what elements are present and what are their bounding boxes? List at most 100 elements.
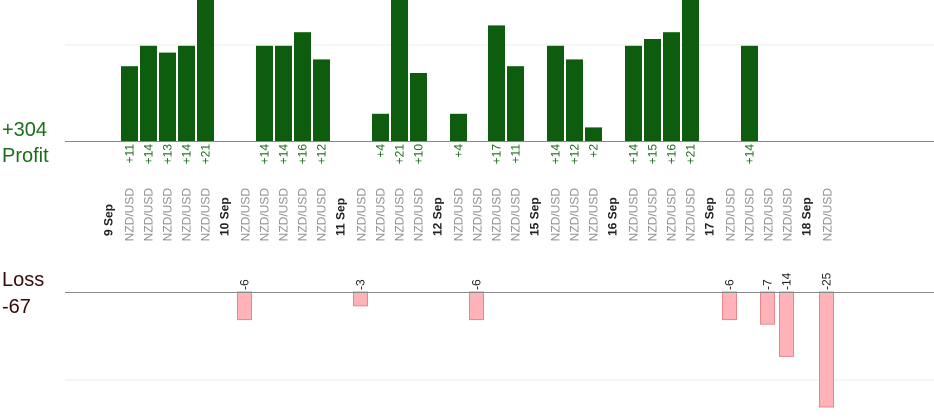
profit-bar — [294, 32, 311, 142]
pair-label: NZD/USD — [296, 188, 310, 242]
profit-bar — [682, 0, 699, 141]
pair-label: NZD/USD — [684, 188, 698, 242]
profit-value-label: +16 — [296, 144, 310, 165]
profit-value-label: +16 — [665, 144, 679, 165]
profit-value-label: +13 — [161, 144, 175, 165]
pair-label: NZD/USD — [239, 188, 253, 242]
date-label: 17 Sep — [703, 197, 717, 236]
loss-label: Loss — [2, 269, 45, 291]
profit-value-label: +14 — [180, 144, 194, 165]
pair-label: NZD/USD — [549, 188, 563, 242]
profit-bar — [159, 52, 176, 141]
date-label: 9 Sep — [102, 204, 116, 236]
pair-label: NZD/USD — [393, 188, 407, 242]
profit-value-label: +4 — [452, 144, 466, 158]
profit-bar — [488, 25, 505, 141]
profit-value-label: +12 — [568, 144, 582, 165]
profit-bar — [566, 59, 583, 141]
profit-bar — [410, 73, 427, 141]
loss-value-label: -3 — [354, 279, 368, 290]
pair-label: NZD/USD — [568, 188, 582, 242]
profit-value-label: +21 — [684, 144, 698, 165]
profit-value-label: +14 — [277, 144, 291, 165]
profit-value-label: +11 — [509, 144, 523, 164]
profit-value-label: +14 — [627, 144, 641, 165]
profit-value-label: +14 — [142, 144, 156, 165]
profit-bar — [625, 45, 642, 141]
profit-bar — [644, 39, 661, 141]
profit-value-label: +15 — [646, 144, 660, 165]
profit-bar — [741, 45, 758, 141]
pair-label: NZD/USD — [199, 188, 213, 242]
profit-bar — [372, 113, 389, 141]
loss-value-label: -14 — [780, 272, 794, 290]
pair-label: NZD/USD — [123, 188, 137, 242]
loss-bar — [469, 291, 484, 321]
pair-label: NZD/USD — [627, 188, 641, 242]
date-label: 15 Sep — [528, 197, 542, 236]
pair-label: NZD/USD — [180, 188, 194, 242]
pair-label: NZD/USD — [277, 188, 291, 242]
pair-label: NZD/USD — [724, 188, 738, 242]
loss-bar — [819, 291, 834, 408]
profit-value-label: +12 — [315, 144, 329, 165]
profit-bar — [391, 0, 408, 141]
profit-bar — [663, 32, 680, 142]
trade-bars — [121, 0, 834, 408]
profit-value-label: +14 — [258, 144, 272, 165]
profit-bar — [450, 113, 467, 141]
pair-label: NZD/USD — [258, 188, 272, 242]
profit-bar — [256, 45, 273, 141]
pair-label: NZD/USD — [821, 188, 835, 242]
loss-value-label: -6 — [723, 279, 737, 290]
profit-value-label: +14 — [743, 144, 757, 165]
loss-bar — [760, 291, 775, 325]
loss-value-label: -7 — [761, 279, 775, 290]
pair-label: NZD/USD — [743, 188, 757, 242]
loss-bar — [722, 291, 737, 321]
profit-value-label: +11 — [123, 144, 137, 164]
pair-label: NZD/USD — [762, 188, 776, 242]
pair-label: NZD/USD — [412, 188, 426, 242]
pair-label: NZD/USD — [646, 188, 660, 242]
date-label: 12 Sep — [431, 197, 445, 236]
loss-value-label: -6 — [470, 279, 484, 290]
date-label: 16 Sep — [606, 197, 620, 236]
profit-value-label: +14 — [549, 144, 563, 165]
profit-bar — [197, 0, 214, 141]
pair-label: NZD/USD — [161, 188, 175, 242]
profit-bar — [140, 45, 157, 141]
profit-bar — [313, 59, 330, 141]
baselines — [65, 141, 934, 293]
loss-bar — [779, 291, 794, 357]
profit-value-label: +2 — [587, 144, 601, 158]
loss-bar — [237, 291, 252, 321]
profit-bar — [585, 127, 602, 141]
date-label: 11 Sep — [334, 198, 348, 236]
loss-total: -67 — [2, 296, 31, 318]
trade-labels: 9 Sep +11 NZD/USD +14 NZD/USD +13 NZD/USD +14 NZ… — [102, 144, 835, 290]
profit-value-label: +17 — [490, 144, 504, 165]
profit-bar — [507, 66, 524, 141]
profit-value-label: +21 — [393, 144, 407, 165]
date-label: 18 Sep — [800, 197, 814, 236]
profit-value-label: +21 — [199, 144, 213, 165]
pair-label: NZD/USD — [471, 188, 485, 242]
profit-value-label: +4 — [374, 144, 388, 158]
pair-label: NZD/USD — [452, 188, 466, 242]
profit-bar — [121, 66, 138, 141]
profit-value-label: +10 — [412, 144, 426, 165]
profit-bar — [275, 45, 292, 141]
profit-total: +304 — [2, 119, 48, 141]
profit-label: Profit — [2, 145, 49, 167]
pair-label: NZD/USD — [315, 188, 329, 242]
profit-bar — [547, 45, 564, 141]
loss-value-label: -6 — [238, 279, 252, 290]
pair-label: NZD/USD — [665, 188, 679, 242]
pair-label: NZD/USD — [142, 188, 156, 242]
pair-label: NZD/USD — [355, 188, 369, 242]
profit-bar — [178, 45, 195, 141]
pair-label: NZD/USD — [781, 188, 795, 242]
pair-label: NZD/USD — [374, 188, 388, 242]
pair-label: NZD/USD — [587, 188, 601, 242]
